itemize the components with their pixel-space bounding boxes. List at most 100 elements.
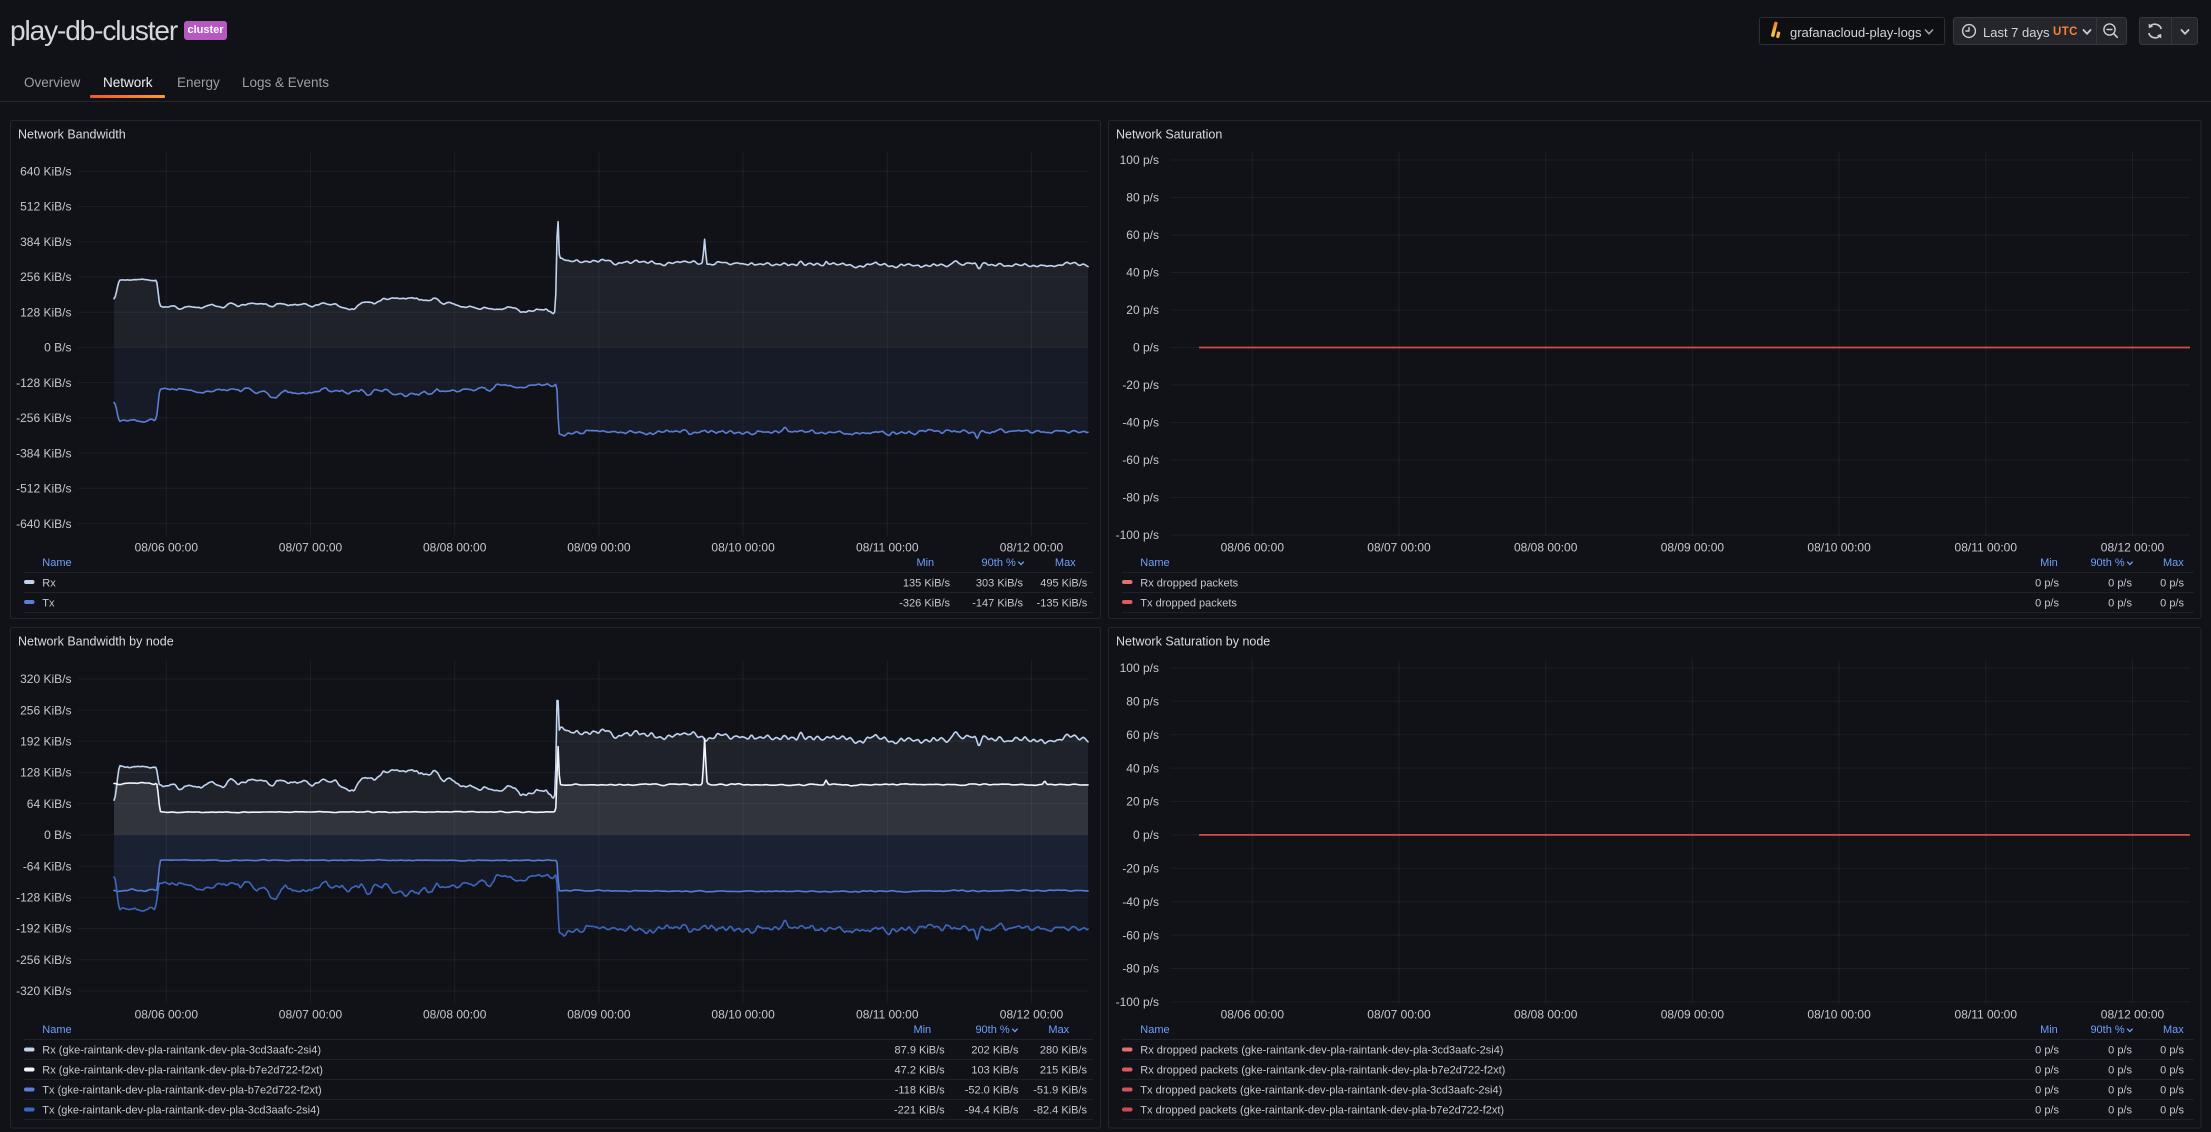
svg-text:80 p/s: 80 p/s xyxy=(1126,695,1159,709)
svg-text:-135 KiB/s: -135 KiB/s xyxy=(1037,598,1088,610)
svg-text:512 KiB/s: 512 KiB/s xyxy=(20,200,71,214)
svg-text:Rx dropped packets (gke-rainta: Rx dropped packets (gke-raintank-dev-pla… xyxy=(1140,1045,1503,1057)
svg-text:Max: Max xyxy=(2163,557,2184,569)
svg-text:0 p/s: 0 p/s xyxy=(2035,1085,2059,1097)
svg-text:90th %: 90th % xyxy=(982,557,1016,569)
svg-text:-256 KiB/s: -256 KiB/s xyxy=(16,953,71,967)
svg-text:Network Bandwidth by node: Network Bandwidth by node xyxy=(18,634,174,648)
svg-text:08/09 00:00: 08/09 00:00 xyxy=(567,1007,631,1021)
svg-text:-80 p/s: -80 p/s xyxy=(1122,491,1159,505)
svg-text:0 p/s: 0 p/s xyxy=(1133,341,1159,355)
svg-text:-128 KiB/s: -128 KiB/s xyxy=(16,891,71,905)
svg-text:Max: Max xyxy=(1055,557,1076,569)
svg-text:08/11 00:00: 08/11 00:00 xyxy=(856,1007,919,1021)
svg-text:Network Saturation by node: Network Saturation by node xyxy=(1116,634,1270,648)
svg-text:08/09 00:00: 08/09 00:00 xyxy=(567,540,631,554)
svg-text:-64 KiB/s: -64 KiB/s xyxy=(23,859,72,873)
svg-text:128 KiB/s: 128 KiB/s xyxy=(20,766,71,780)
svg-text:08/09 00:00: 08/09 00:00 xyxy=(1661,1007,1725,1021)
svg-text:08/06 00:00: 08/06 00:00 xyxy=(135,1007,199,1021)
svg-text:08/07 00:00: 08/07 00:00 xyxy=(1367,1007,1431,1021)
svg-text:Tx: Tx xyxy=(42,598,55,610)
svg-text:100 p/s: 100 p/s xyxy=(1120,661,1159,675)
svg-text:Name: Name xyxy=(1140,1024,1169,1036)
svg-text:-384 KiB/s: -384 KiB/s xyxy=(16,446,71,460)
svg-text:90th %: 90th % xyxy=(975,1024,1009,1036)
svg-text:40 p/s: 40 p/s xyxy=(1126,761,1159,775)
svg-text:08/10 00:00: 08/10 00:00 xyxy=(1807,1007,1871,1021)
svg-text:-512 KiB/s: -512 KiB/s xyxy=(16,482,71,496)
svg-text:0 p/s: 0 p/s xyxy=(2108,1105,2132,1117)
svg-text:08/08 00:00: 08/08 00:00 xyxy=(423,1007,487,1021)
svg-text:Rx dropped packets: Rx dropped packets xyxy=(1140,578,1238,590)
svg-text:256 KiB/s: 256 KiB/s xyxy=(20,270,71,284)
svg-text:08/10 00:00: 08/10 00:00 xyxy=(711,1007,775,1021)
svg-text:0 p/s: 0 p/s xyxy=(2035,1065,2059,1077)
svg-text:0 p/s: 0 p/s xyxy=(2108,578,2132,590)
svg-text:-640 KiB/s: -640 KiB/s xyxy=(16,517,71,531)
svg-text:-147 KiB/s: -147 KiB/s xyxy=(972,598,1023,610)
svg-text:Max: Max xyxy=(2163,1024,2184,1036)
svg-text:Network Bandwidth: Network Bandwidth xyxy=(18,127,126,141)
svg-text:Rx: Rx xyxy=(42,578,56,590)
svg-text:303 KiB/s: 303 KiB/s xyxy=(976,578,1024,590)
svg-text:90th %: 90th % xyxy=(2090,557,2124,569)
svg-text:08/10 00:00: 08/10 00:00 xyxy=(711,540,775,554)
svg-text:08/09 00:00: 08/09 00:00 xyxy=(1661,540,1725,554)
svg-text:0 p/s: 0 p/s xyxy=(2160,1065,2184,1077)
svg-text:0 p/s: 0 p/s xyxy=(2160,598,2184,610)
svg-text:47.2 KiB/s: 47.2 KiB/s xyxy=(895,1065,946,1077)
svg-text:08/08 00:00: 08/08 00:00 xyxy=(1514,540,1578,554)
svg-text:-40 p/s: -40 p/s xyxy=(1122,416,1159,430)
svg-text:08/12 00:00: 08/12 00:00 xyxy=(2101,1007,2165,1021)
svg-text:08/12 00:00: 08/12 00:00 xyxy=(2101,540,2165,554)
svg-text:Min: Min xyxy=(913,1024,931,1036)
svg-text:215 KiB/s: 215 KiB/s xyxy=(1040,1065,1088,1077)
svg-text:08/07 00:00: 08/07 00:00 xyxy=(279,1007,343,1021)
svg-text:-256 KiB/s: -256 KiB/s xyxy=(16,411,71,425)
svg-text:08/12 00:00: 08/12 00:00 xyxy=(1000,1007,1064,1021)
svg-text:08/06 00:00: 08/06 00:00 xyxy=(1221,540,1285,554)
svg-text:-52.0 KiB/s: -52.0 KiB/s xyxy=(965,1085,1019,1097)
svg-text:135 KiB/s: 135 KiB/s xyxy=(903,578,951,590)
svg-text:Max: Max xyxy=(1048,1024,1069,1036)
svg-text:0 p/s: 0 p/s xyxy=(2035,598,2059,610)
svg-text:Rx dropped packets (gke-rainta: Rx dropped packets (gke-raintank-dev-pla… xyxy=(1140,1065,1505,1077)
svg-text:202 KiB/s: 202 KiB/s xyxy=(971,1045,1019,1057)
svg-text:Rx (gke-raintank-dev-pla-raint: Rx (gke-raintank-dev-pla-raintank-dev-pl… xyxy=(42,1065,323,1077)
svg-text:100 p/s: 100 p/s xyxy=(1120,153,1159,167)
svg-text:Name: Name xyxy=(1140,557,1169,569)
svg-text:495 KiB/s: 495 KiB/s xyxy=(1040,578,1088,590)
svg-text:384 KiB/s: 384 KiB/s xyxy=(20,235,71,249)
svg-text:08/07 00:00: 08/07 00:00 xyxy=(1367,540,1431,554)
svg-text:08/06 00:00: 08/06 00:00 xyxy=(1221,1007,1285,1021)
svg-text:Name: Name xyxy=(42,557,71,569)
svg-text:-118 KiB/s: -118 KiB/s xyxy=(895,1085,945,1097)
svg-text:Name: Name xyxy=(42,1024,71,1036)
svg-text:08/11 00:00: 08/11 00:00 xyxy=(856,540,919,554)
svg-text:0 B/s: 0 B/s xyxy=(44,828,71,842)
svg-text:Min: Min xyxy=(2040,1024,2058,1036)
svg-text:0 p/s: 0 p/s xyxy=(2160,1085,2184,1097)
svg-text:-94.4 KiB/s: -94.4 KiB/s xyxy=(965,1105,1019,1117)
svg-text:256 KiB/s: 256 KiB/s xyxy=(20,703,71,717)
svg-text:Min: Min xyxy=(916,557,934,569)
svg-text:0 p/s: 0 p/s xyxy=(1133,828,1159,842)
svg-text:08/07 00:00: 08/07 00:00 xyxy=(279,540,343,554)
svg-text:-80 p/s: -80 p/s xyxy=(1122,962,1159,976)
svg-text:Tx dropped packets (gke-rainta: Tx dropped packets (gke-raintank-dev-pla… xyxy=(1140,1085,1502,1097)
svg-text:-326 KiB/s: -326 KiB/s xyxy=(899,598,950,610)
svg-text:08/08 00:00: 08/08 00:00 xyxy=(1514,1007,1578,1021)
svg-text:128 KiB/s: 128 KiB/s xyxy=(20,305,71,319)
svg-text:-51.9 KiB/s: -51.9 KiB/s xyxy=(1033,1085,1087,1097)
svg-text:192 KiB/s: 192 KiB/s xyxy=(20,735,71,749)
svg-text:-20 p/s: -20 p/s xyxy=(1122,378,1159,392)
svg-text:Tx (gke-raintank-dev-pla-raint: Tx (gke-raintank-dev-pla-raintank-dev-pl… xyxy=(42,1085,321,1097)
svg-text:-192 KiB/s: -192 KiB/s xyxy=(16,922,71,936)
svg-text:0 p/s: 0 p/s xyxy=(2160,578,2184,590)
svg-text:87.9 KiB/s: 87.9 KiB/s xyxy=(895,1045,946,1057)
svg-text:0 p/s: 0 p/s xyxy=(2160,1045,2184,1057)
svg-text:Tx dropped packets (gke-rainta: Tx dropped packets (gke-raintank-dev-pla… xyxy=(1140,1105,1504,1117)
svg-text:-100 p/s: -100 p/s xyxy=(1116,528,1159,542)
svg-text:-221 KiB/s: -221 KiB/s xyxy=(894,1105,945,1117)
